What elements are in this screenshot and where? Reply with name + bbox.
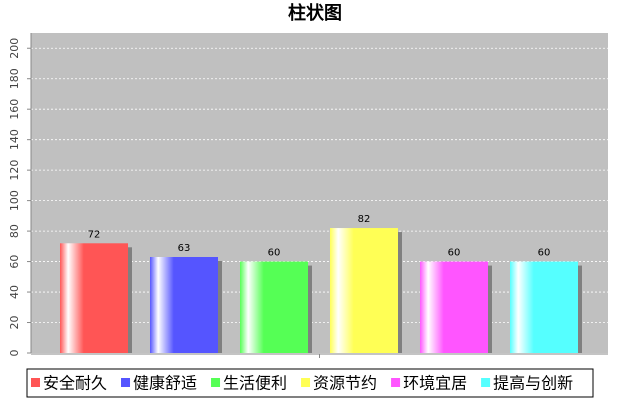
bar	[510, 261, 578, 353]
legend-label: 生活便利	[223, 374, 287, 393]
legend-label: 安全耐久	[43, 374, 107, 393]
y-tick-label: 0	[8, 350, 21, 357]
bar	[60, 243, 128, 353]
y-tick-label: 20	[8, 316, 21, 330]
y-tick-label: 40	[8, 285, 21, 299]
y-tick-label: 200	[8, 38, 21, 59]
data-label: 72	[88, 229, 101, 240]
y-tick-label: 120	[8, 160, 21, 181]
legend-swatch	[391, 378, 401, 387]
bar	[150, 257, 218, 353]
y-tick-label: 100	[8, 190, 21, 211]
legend-swatch	[211, 378, 221, 387]
y-tick-label: 180	[8, 68, 21, 89]
y-tick-label: 160	[8, 99, 21, 120]
data-label: 82	[358, 214, 371, 225]
legend-swatch	[481, 378, 491, 387]
chart-title: 柱状图	[288, 2, 342, 24]
legend-swatch	[121, 378, 131, 387]
y-tick-label: 60	[8, 255, 21, 269]
data-label: 60	[448, 248, 461, 259]
bar	[420, 261, 488, 353]
legend-swatch	[31, 378, 40, 387]
bar	[240, 261, 308, 353]
legend-label: 环境宜居	[403, 374, 467, 393]
legend-label: 提高与创新	[493, 374, 573, 393]
data-label: 63	[178, 243, 191, 254]
data-label: 60	[538, 248, 551, 259]
legend-label: 资源节约	[313, 374, 377, 393]
data-label: 60	[268, 248, 281, 259]
bar	[330, 228, 398, 353]
legend-swatch	[301, 378, 311, 387]
y-tick-label: 140	[8, 129, 21, 150]
legend-label: 健康舒适	[133, 374, 197, 393]
y-tick-label: 80	[8, 224, 21, 238]
